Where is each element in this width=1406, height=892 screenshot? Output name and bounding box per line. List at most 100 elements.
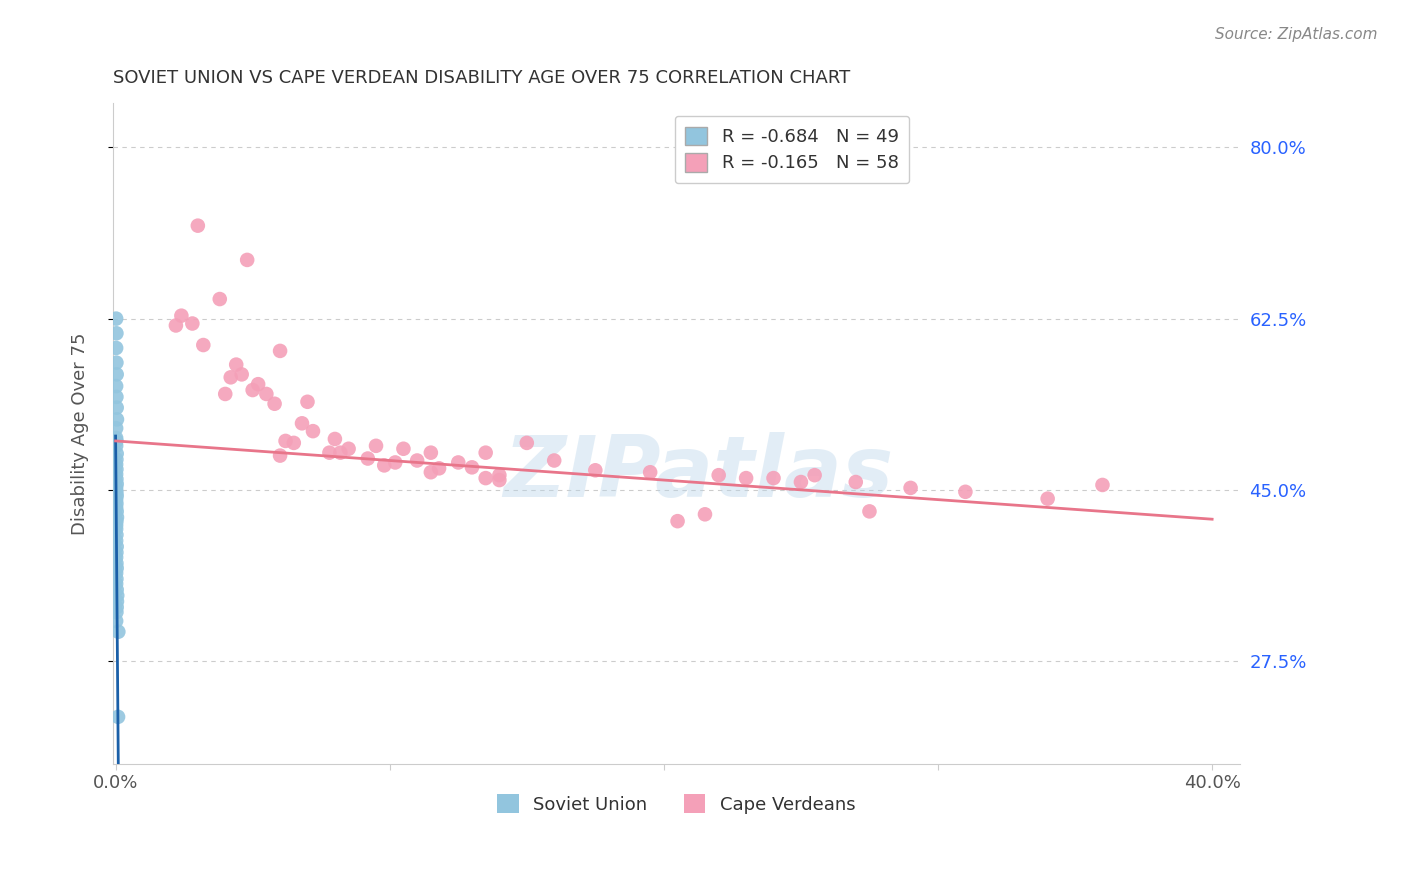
Y-axis label: Disability Age Over 75: Disability Age Over 75 — [72, 333, 89, 535]
Point — [105, 379, 128, 393]
Point — [105, 589, 128, 603]
Point — [419, 465, 441, 479]
Point — [105, 447, 128, 461]
Point — [105, 561, 128, 575]
Point — [447, 455, 470, 469]
Point — [845, 475, 868, 489]
Point — [105, 421, 128, 435]
Point — [105, 522, 128, 536]
Point — [790, 475, 813, 489]
Point — [461, 460, 484, 475]
Point — [105, 504, 128, 518]
Point — [105, 477, 128, 491]
Point — [107, 624, 129, 639]
Point — [105, 326, 128, 341]
Point — [105, 594, 128, 608]
Point — [105, 614, 128, 628]
Point — [105, 540, 128, 554]
Point — [297, 394, 319, 409]
Point — [263, 397, 285, 411]
Point — [406, 453, 429, 467]
Point — [105, 481, 128, 495]
Point — [419, 445, 441, 459]
Point — [105, 556, 128, 570]
Point — [803, 468, 825, 483]
Point — [1036, 491, 1059, 506]
Point — [274, 434, 297, 448]
Point — [193, 338, 215, 352]
Point — [516, 436, 538, 450]
Point — [302, 424, 325, 438]
Point — [291, 417, 314, 431]
Point — [364, 439, 387, 453]
Point — [474, 471, 496, 485]
Point — [105, 431, 128, 445]
Point — [105, 458, 128, 472]
Point — [105, 600, 128, 615]
Point — [107, 710, 129, 724]
Point — [105, 566, 128, 580]
Point — [105, 434, 128, 448]
Point — [707, 468, 730, 483]
Point — [231, 368, 253, 382]
Point — [329, 445, 352, 459]
Point — [373, 458, 395, 473]
Point — [105, 472, 128, 486]
Point — [181, 317, 204, 331]
Point — [105, 576, 128, 591]
Point — [225, 358, 247, 372]
Point — [105, 510, 128, 524]
Point — [105, 467, 128, 482]
Point — [427, 461, 450, 475]
Point — [283, 436, 305, 450]
Point — [105, 500, 128, 515]
Point — [105, 368, 128, 382]
Point — [337, 442, 360, 456]
Legend: Soviet Union, Cape Verdeans: Soviet Union, Cape Verdeans — [489, 787, 862, 821]
Point — [105, 550, 128, 565]
Point — [323, 432, 346, 446]
Point — [105, 462, 128, 476]
Point — [105, 412, 128, 426]
Point — [105, 518, 128, 533]
Point — [105, 401, 128, 415]
Point — [236, 252, 259, 267]
Point — [105, 341, 128, 355]
Point — [357, 451, 380, 466]
Point — [165, 318, 187, 333]
Text: ZIPatlas: ZIPatlas — [503, 432, 894, 515]
Point — [254, 387, 277, 401]
Point — [543, 453, 565, 467]
Point — [105, 582, 128, 597]
Point — [762, 471, 785, 485]
Point — [318, 445, 340, 459]
Point — [1091, 478, 1114, 492]
Text: SOVIET UNION VS CAPE VERDEAN DISABILITY AGE OVER 75 CORRELATION CHART: SOVIET UNION VS CAPE VERDEAN DISABILITY … — [112, 69, 851, 87]
Point — [583, 463, 606, 477]
Point — [105, 514, 128, 528]
Point — [488, 473, 510, 487]
Point — [955, 484, 977, 499]
Point — [214, 387, 236, 401]
Point — [105, 356, 128, 370]
Point — [269, 449, 291, 463]
Point — [488, 468, 510, 483]
Point — [638, 465, 661, 479]
Point — [105, 572, 128, 586]
Point — [105, 605, 128, 619]
Point — [666, 514, 689, 528]
Point — [105, 497, 128, 511]
Point — [187, 219, 209, 233]
Point — [384, 455, 406, 469]
Point — [170, 309, 193, 323]
Point — [900, 481, 922, 495]
Point — [269, 343, 291, 358]
Point — [858, 504, 880, 518]
Point — [735, 471, 758, 485]
Text: Source: ZipAtlas.com: Source: ZipAtlas.com — [1215, 27, 1378, 42]
Point — [105, 492, 128, 507]
Point — [105, 390, 128, 404]
Point — [208, 292, 231, 306]
Point — [105, 452, 128, 467]
Point — [105, 533, 128, 548]
